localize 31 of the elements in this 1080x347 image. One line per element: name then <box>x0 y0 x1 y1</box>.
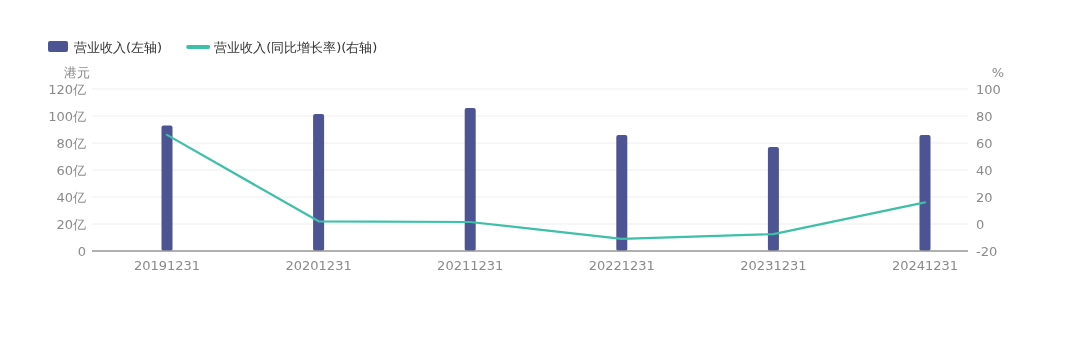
y2-tick-label: 0 <box>976 216 985 232</box>
y-tick-label: 80亿 <box>56 135 86 151</box>
legend-label: 营业收入(左轴) <box>74 40 163 55</box>
bar <box>464 107 476 251</box>
y-tick-label: 60亿 <box>56 162 86 178</box>
y2-tick-label: 100 <box>976 81 1001 97</box>
y-tick-label: 20亿 <box>56 216 86 232</box>
x-tick-label: 20241231 <box>891 258 959 273</box>
y-tick-label: 100亿 <box>48 108 86 124</box>
bar <box>616 134 628 251</box>
bar <box>767 147 779 251</box>
y2-tick-label: 40 <box>976 162 993 178</box>
y2-axis-title: % <box>991 65 1005 80</box>
y2-tick-label: -20 <box>976 243 998 259</box>
y-tick-label: 0 <box>77 243 86 259</box>
y-tick-label: 40亿 <box>56 189 86 205</box>
x-tick-label: 20211231 <box>437 258 504 273</box>
y2-tick-label: 80 <box>976 108 993 124</box>
x-tick-label: 20191231 <box>133 258 201 273</box>
line-series <box>165 133 927 240</box>
x-tick-label: 20201231 <box>285 258 352 273</box>
y-tick-label: 120亿 <box>48 81 86 97</box>
x-tick-label: 20231231 <box>740 258 807 273</box>
bar <box>313 113 325 251</box>
bar <box>161 125 173 251</box>
x-tick-label: 20221231 <box>588 258 655 273</box>
y-axis-title: 港元 <box>64 65 90 80</box>
y2-tick-label: 60 <box>976 135 993 151</box>
bar <box>919 134 931 251</box>
legend-label: 营业收入(同比增长率)(右轴) <box>214 40 378 55</box>
y2-tick-label: 20 <box>976 189 993 205</box>
